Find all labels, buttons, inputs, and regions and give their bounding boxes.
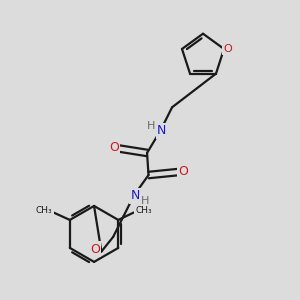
Text: O: O <box>109 141 119 154</box>
Text: CH₃: CH₃ <box>35 206 52 215</box>
Text: H: H <box>141 196 149 206</box>
Text: N: N <box>130 189 140 202</box>
Text: O: O <box>178 165 188 178</box>
Text: N: N <box>157 124 167 137</box>
Text: H: H <box>147 121 155 130</box>
Text: O: O <box>90 243 100 256</box>
Text: O: O <box>223 44 232 54</box>
Text: CH₃: CH₃ <box>135 206 152 215</box>
